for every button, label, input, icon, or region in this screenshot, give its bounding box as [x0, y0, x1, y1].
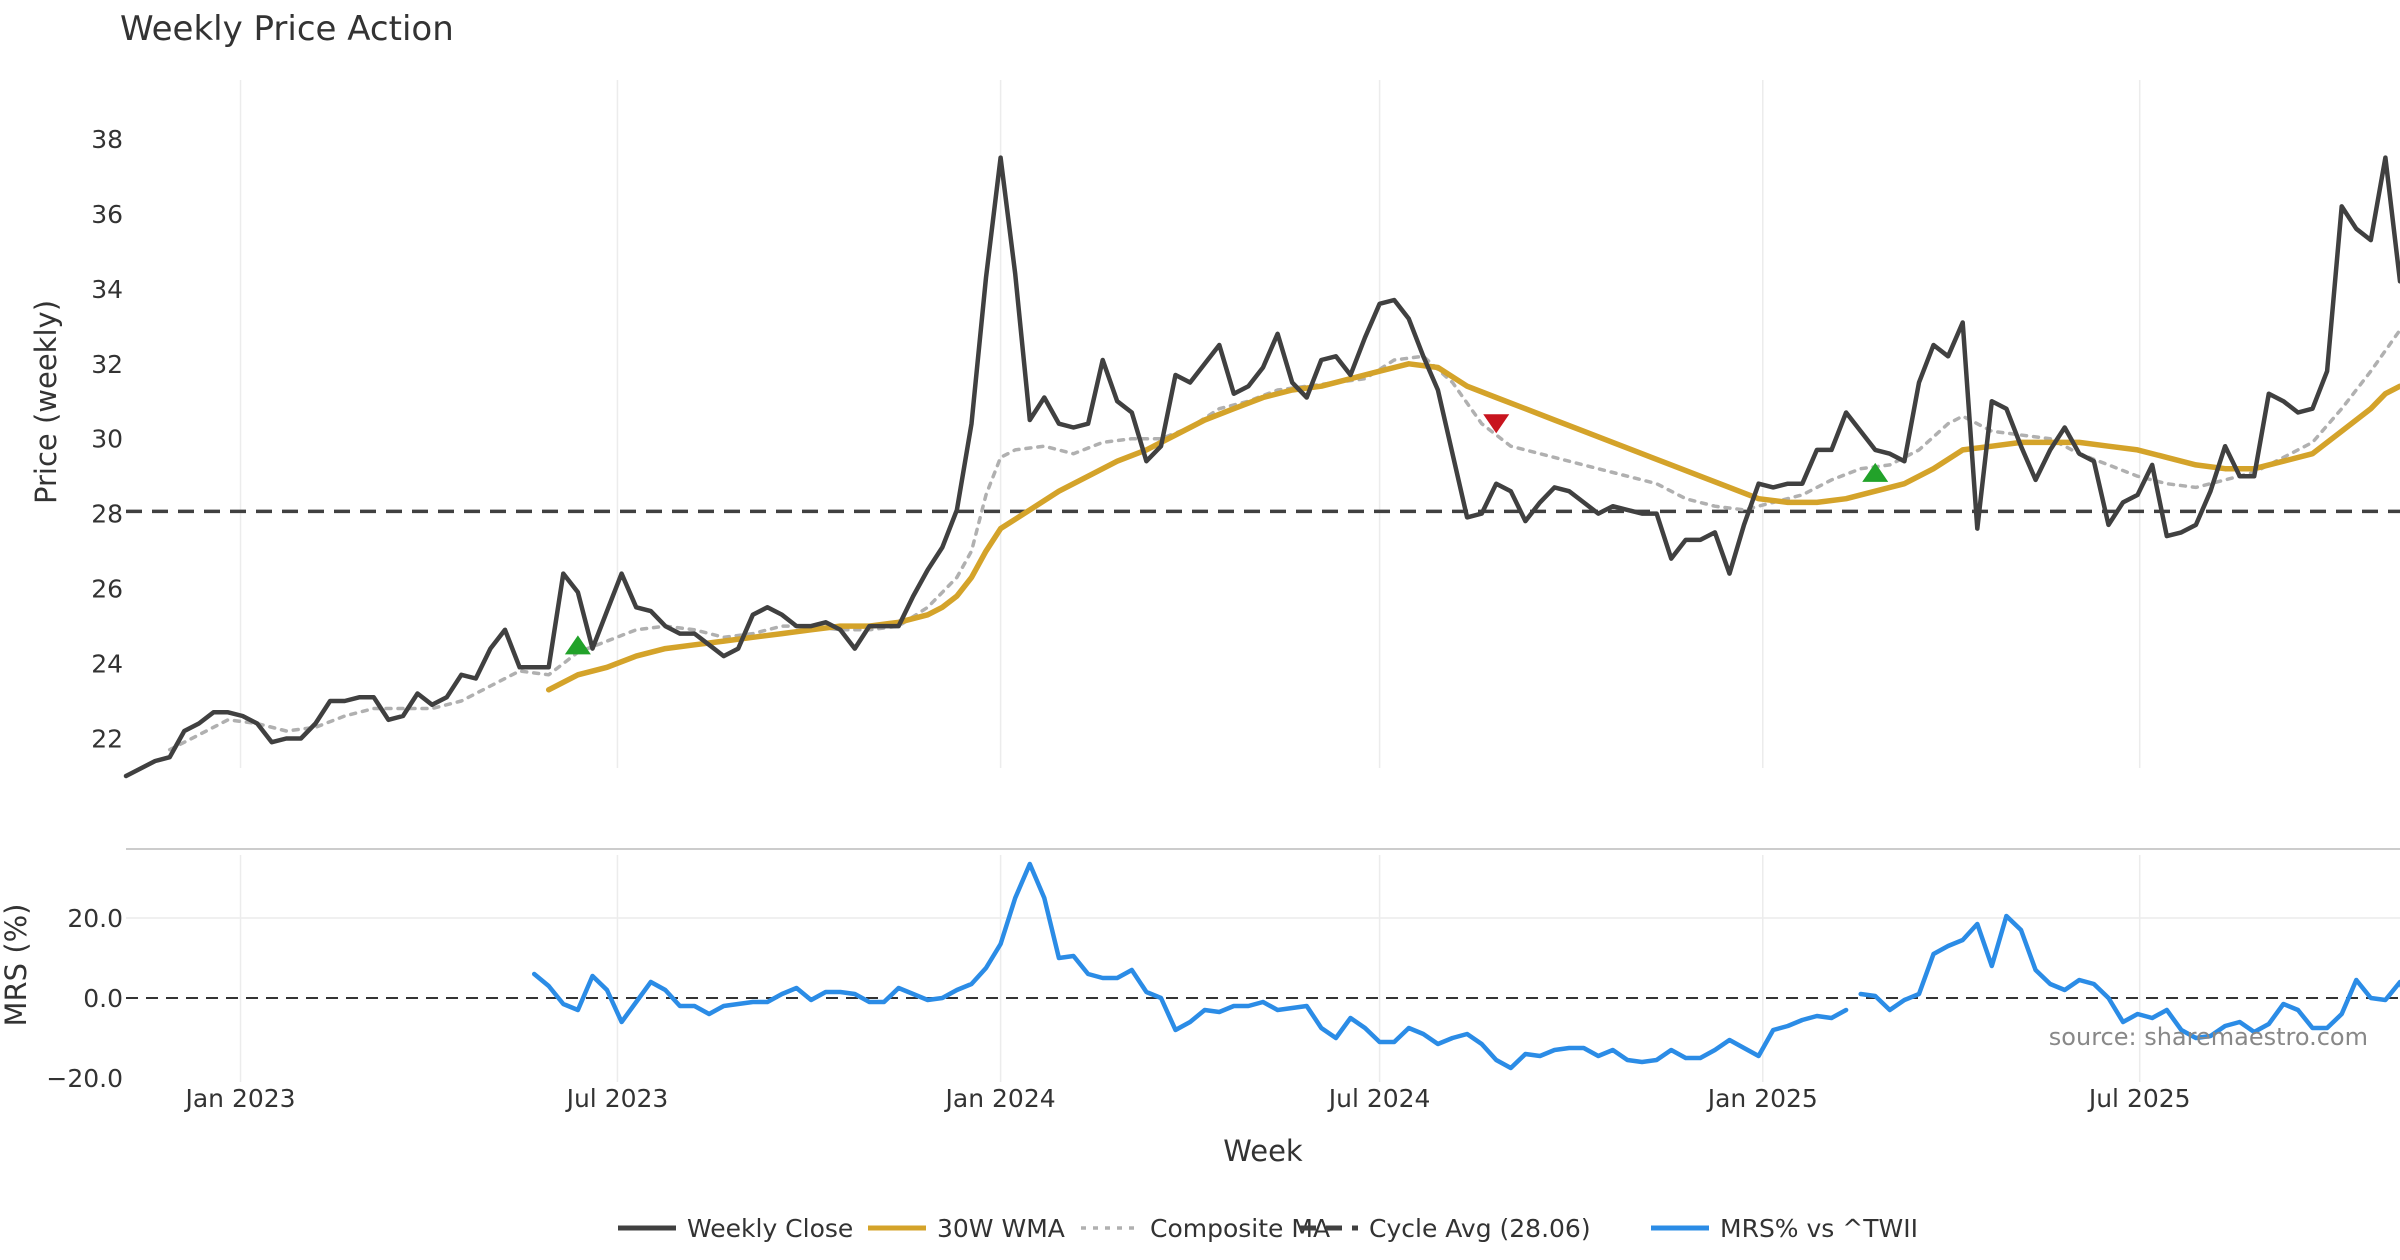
weekly-close-line — [123, 155, 2400, 779]
price-y-tick: 32 — [91, 350, 123, 379]
legend-label: Weekly Close — [687, 1214, 853, 1243]
source-note: source: sharemaestro.com — [2049, 1023, 2368, 1051]
price-y-tick: 26 — [91, 575, 123, 604]
x-tick: Jan 2023 — [183, 1084, 295, 1113]
x-axis-label: Week — [1223, 1134, 1303, 1168]
chart-title: Weekly Price Action — [120, 9, 454, 49]
price-y-tick: 38 — [91, 125, 123, 154]
x-tick: Jul 2025 — [2087, 1084, 2191, 1113]
legend-label: Cycle Avg (28.06) — [1369, 1214, 1591, 1243]
buy-signal-marker — [1862, 462, 1889, 482]
x-tick: Jan 2024 — [944, 1084, 1056, 1113]
price-y-tick: 28 — [91, 500, 123, 529]
signal-markers — [564, 414, 1889, 655]
price-y-tick: 22 — [91, 725, 123, 754]
price-grid — [239, 80, 2141, 768]
mrs-series — [126, 861, 2400, 1071]
mrs-line — [1858, 913, 2400, 1041]
price-series — [123, 155, 2400, 779]
mrs-line — [531, 861, 1849, 1071]
x-tick: Jul 2024 — [1327, 1084, 1431, 1113]
price-y-tick: 36 — [91, 200, 123, 229]
mrs-y-tick: 20.0 — [67, 904, 123, 933]
mrs-y-tick: 0.0 — [83, 984, 123, 1013]
x-tick: Jan 2025 — [1706, 1084, 1818, 1113]
x-axis-ticks: Jan 2023 Jul 2023 Jan 2024 Jul 2024 Jan 2025… — [183, 1084, 2190, 1113]
legend-label: 30W WMA — [937, 1214, 1065, 1243]
mrs-y-axis-label: MRS (%) — [0, 904, 33, 1027]
mrs-y-tick: −20.0 — [46, 1064, 123, 1093]
legend-label: MRS% vs ^TWII — [1720, 1214, 1918, 1243]
price-y-tick: 30 — [91, 425, 123, 454]
buy-signal-marker — [564, 635, 591, 655]
price-y-ticks: 22 24 26 28 30 32 34 36 38 — [91, 125, 123, 754]
price-y-axis-label: Price (weekly) — [29, 300, 63, 504]
price-y-tick: 24 — [91, 650, 123, 679]
price-y-tick: 34 — [91, 275, 123, 304]
x-tick: Jul 2023 — [565, 1084, 669, 1113]
mrs-y-ticks: −20.0 0.0 20.0 — [46, 904, 123, 1093]
sell-signal-marker — [1483, 414, 1510, 434]
legend: Weekly Close 30W WMA Composite MA Cycle Avg… — [618, 1214, 1918, 1243]
